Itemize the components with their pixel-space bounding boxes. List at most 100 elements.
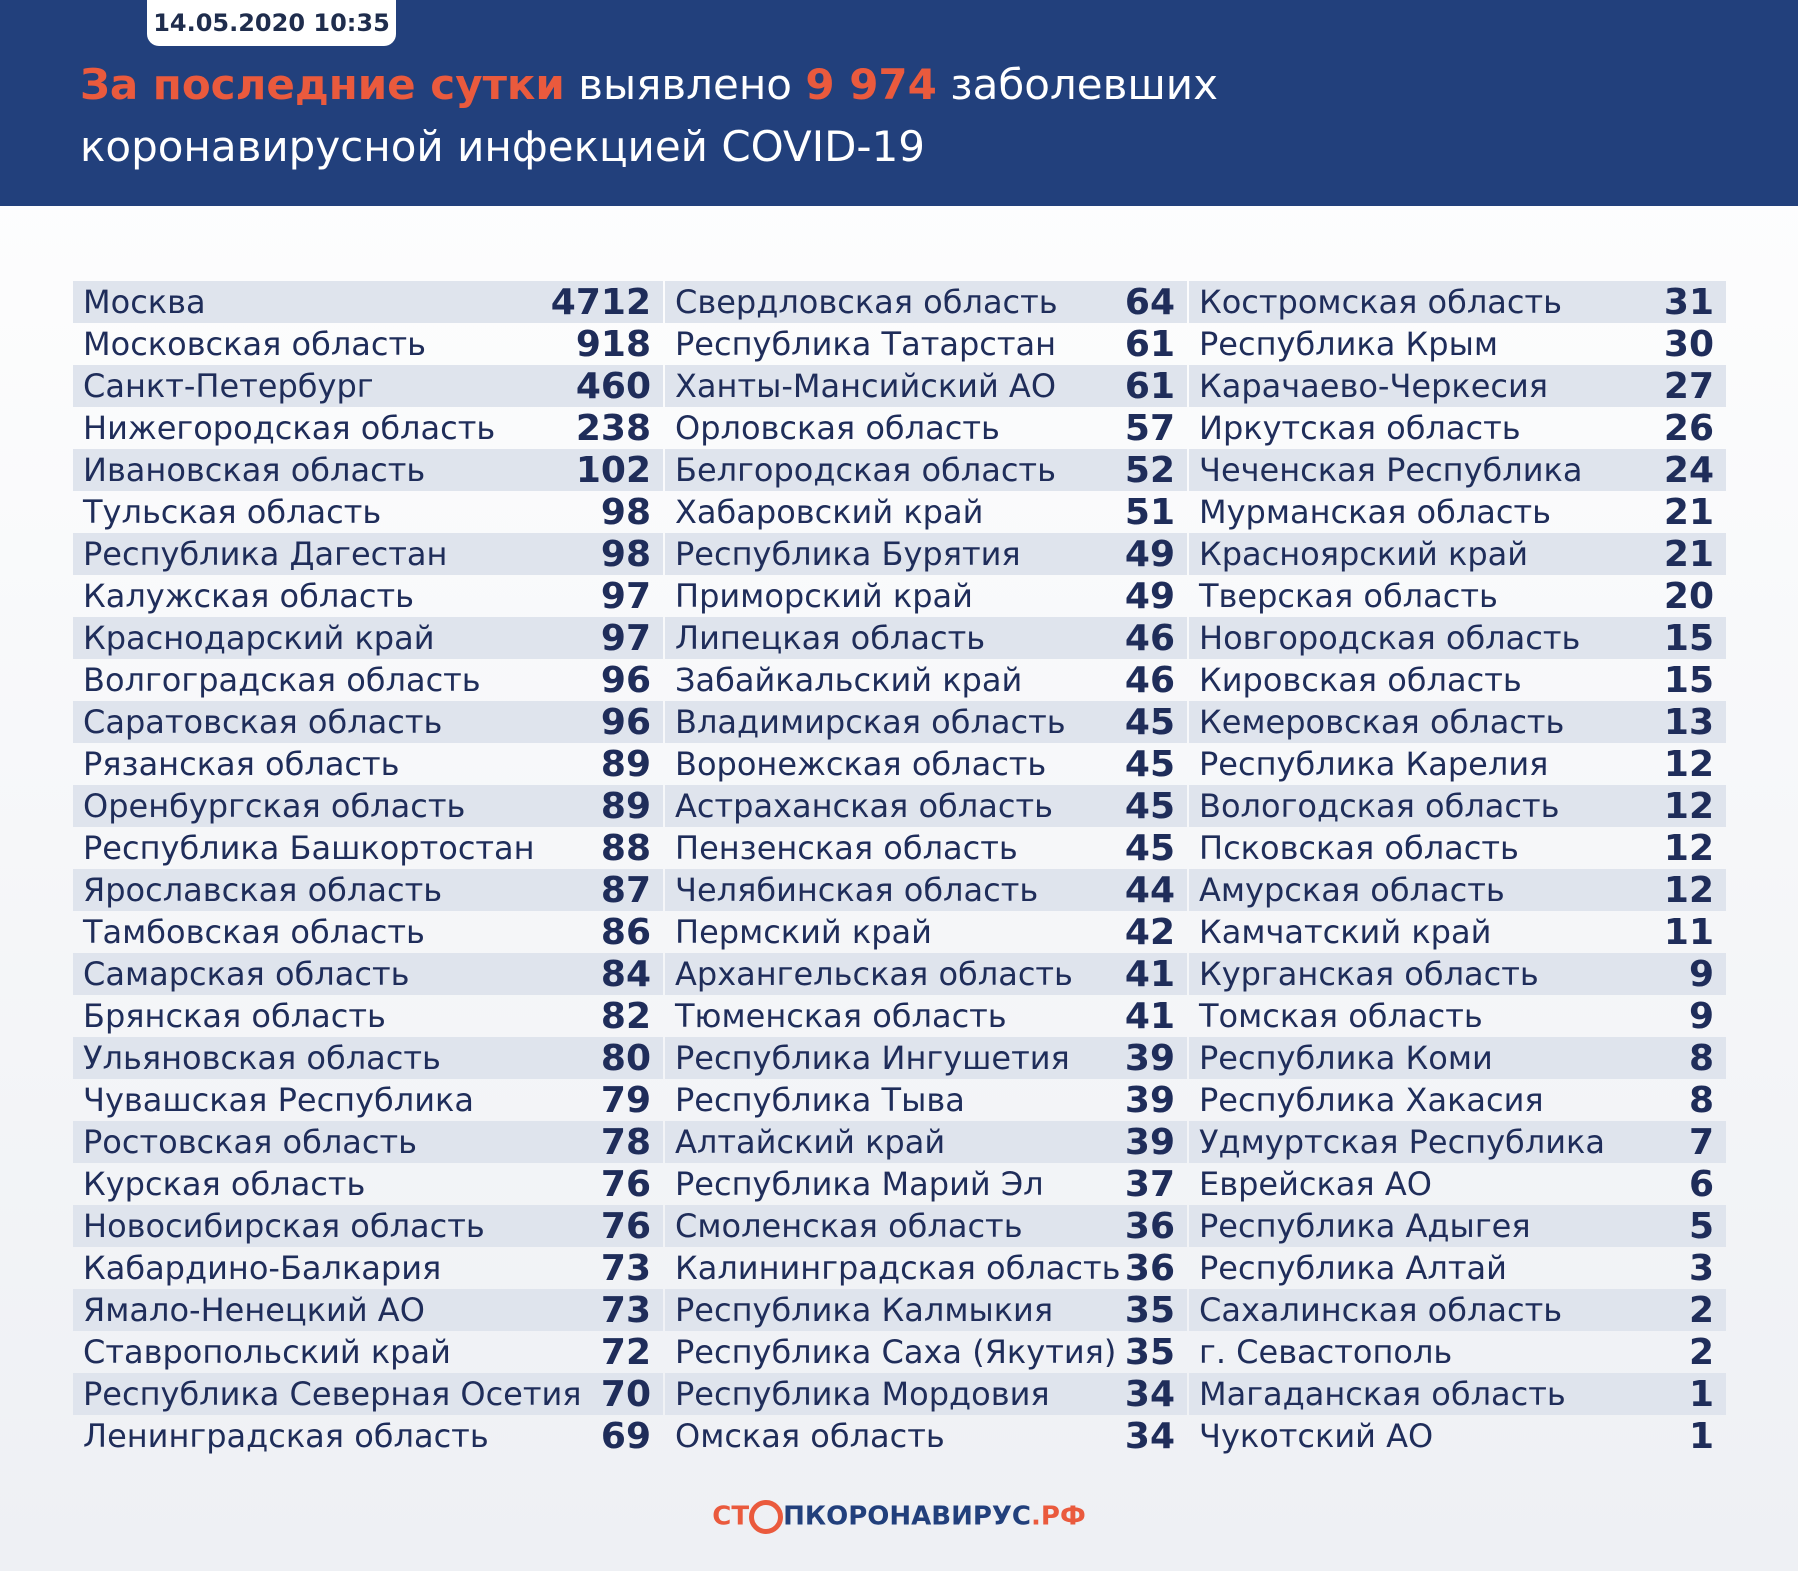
table-row: Республика Башкортостан 88	[73, 827, 663, 869]
case-count: 84	[600, 953, 651, 995]
table-row: Курганская область 9	[1189, 953, 1726, 995]
table-row: Ямало-Ненецкий АО 73	[73, 1289, 663, 1331]
case-count: 12	[1663, 743, 1714, 785]
region-name: Вологодская область	[1199, 787, 1560, 825]
case-count: 102	[575, 449, 651, 491]
region-name: Республика Тыва	[675, 1081, 965, 1119]
case-count: 97	[600, 617, 651, 659]
region-name: Республика Дагестан	[83, 535, 448, 573]
table-row: Республика Татарстан 61	[665, 323, 1187, 365]
table-row: Санкт-Петербург 460	[73, 365, 663, 407]
table-row: Тульская область 98	[73, 491, 663, 533]
case-count: 46	[1124, 617, 1175, 659]
case-count: 49	[1124, 533, 1175, 575]
region-name: Республика Хакасия	[1199, 1081, 1544, 1119]
date: 14.05.2020 10:35	[147, 0, 396, 46]
table-row: Республика Мордовия 34	[665, 1373, 1187, 1415]
table-column: Москва 4712 Московская область 918 Санкт-Пет…	[73, 281, 663, 1457]
region-name: Калужская область	[83, 577, 414, 615]
region-name: Челябинская область	[675, 871, 1039, 909]
region-name: Калининградская область	[675, 1249, 1121, 1287]
case-count: 11	[1663, 911, 1714, 953]
table-row: Хабаровский край 51	[665, 491, 1187, 533]
table-row: Ульяновская область 80	[73, 1037, 663, 1079]
table-row: Амурская область 12	[1189, 869, 1726, 911]
region-name: Республика Башкортостан	[83, 829, 535, 867]
region-name: Ставропольский край	[83, 1333, 451, 1371]
case-count: 21	[1663, 491, 1714, 533]
region-name: Новгородская область	[1199, 619, 1581, 657]
case-count: 21	[1663, 533, 1714, 575]
table-row: Вологодская область 12	[1189, 785, 1726, 827]
table-row: Ярославская область 87	[73, 869, 663, 911]
region-name: Костромская область	[1199, 283, 1562, 321]
table-row: Москва 4712	[73, 281, 663, 323]
region-name: Смоленская область	[675, 1207, 1023, 1245]
region-name: Республика Коми	[1199, 1039, 1493, 1077]
table-row: Республика Бурятия 49	[665, 533, 1187, 575]
case-count: 39	[1124, 1079, 1175, 1121]
table-row: Республика Тыва 39	[665, 1079, 1187, 1121]
region-name: Ивановская область	[83, 451, 426, 489]
region-name: Кемеровская область	[1199, 703, 1565, 741]
table-row: Калужская область 97	[73, 575, 663, 617]
case-count: 80	[600, 1037, 651, 1079]
region-name: Республика Северная Осетия	[83, 1375, 582, 1413]
region-name: Ульяновская область	[83, 1039, 441, 1077]
case-count: 61	[1124, 323, 1175, 365]
table-row: Республика Карелия 12	[1189, 743, 1726, 785]
table-row: Камчатский край 11	[1189, 911, 1726, 953]
case-count: 39	[1124, 1037, 1175, 1079]
case-count: 49	[1124, 575, 1175, 617]
region-name: Ярославская область	[83, 871, 443, 909]
table-row: Чувашская Республика 79	[73, 1079, 663, 1121]
table-row: Белгородская область 52	[665, 449, 1187, 491]
case-count: 39	[1124, 1121, 1175, 1163]
region-name: Самарская область	[83, 955, 410, 993]
table-row: Ленинградская область 69	[73, 1415, 663, 1457]
region-name: Пензенская область	[675, 829, 1018, 867]
table-row: Ивановская область 102	[73, 449, 663, 491]
case-count: 2	[1688, 1289, 1714, 1331]
table-row: Республика Адыгея 5	[1189, 1205, 1726, 1247]
region-name: Курская область	[83, 1165, 366, 1203]
case-count: 96	[600, 701, 651, 743]
case-count: 3	[1688, 1247, 1714, 1289]
region-name: Санкт-Петербург	[83, 367, 374, 405]
region-name: Ямало-Ненецкий АО	[83, 1291, 425, 1329]
table-row: Брянская область 82	[73, 995, 663, 1037]
table-row: Кемеровская область 13	[1189, 701, 1726, 743]
case-count: 70	[600, 1373, 651, 1415]
region-name: Рязанская область	[83, 745, 400, 783]
table-row: Чеченская Республика 24	[1189, 449, 1726, 491]
region-name: Республика Адыгея	[1199, 1207, 1531, 1245]
table-row: Смоленская область 36	[665, 1205, 1187, 1247]
table-row: Тверская область 20	[1189, 575, 1726, 617]
case-count: 35	[1124, 1289, 1175, 1331]
region-name: Тульская область	[83, 493, 382, 531]
header: 14.05.2020 10:35 За последние сутки выяв…	[0, 0, 1798, 206]
region-name: Чукотский АО	[1199, 1417, 1434, 1455]
region-name: Магаданская область	[1199, 1375, 1566, 1413]
region-name: Республика Саха (Якутия)	[675, 1333, 1117, 1371]
table-row: Ростовская область 78	[73, 1121, 663, 1163]
table-row: Республика Алтай 3	[1189, 1247, 1726, 1289]
case-count: 5	[1688, 1205, 1714, 1247]
case-count: 2	[1688, 1331, 1714, 1373]
table-row: Ставропольский край 72	[73, 1331, 663, 1373]
region-name: Приморский край	[675, 577, 973, 615]
table-row: Самарская область 84	[73, 953, 663, 995]
region-name: Астраханская область	[675, 787, 1053, 825]
case-count: 27	[1663, 365, 1714, 407]
region-name: Хабаровский край	[675, 493, 984, 531]
case-count: 26	[1663, 407, 1714, 449]
case-count: 64	[1124, 281, 1175, 323]
table-row: Иркутская область 26	[1189, 407, 1726, 449]
case-count: 87	[600, 869, 651, 911]
table-row: Тамбовская область 86	[73, 911, 663, 953]
table-row: Республика Саха (Якутия) 35	[665, 1331, 1187, 1373]
region-name: Псковская область	[1199, 829, 1519, 867]
region-name: Брянская область	[83, 997, 386, 1035]
region-name: Еврейская АО	[1199, 1165, 1432, 1203]
